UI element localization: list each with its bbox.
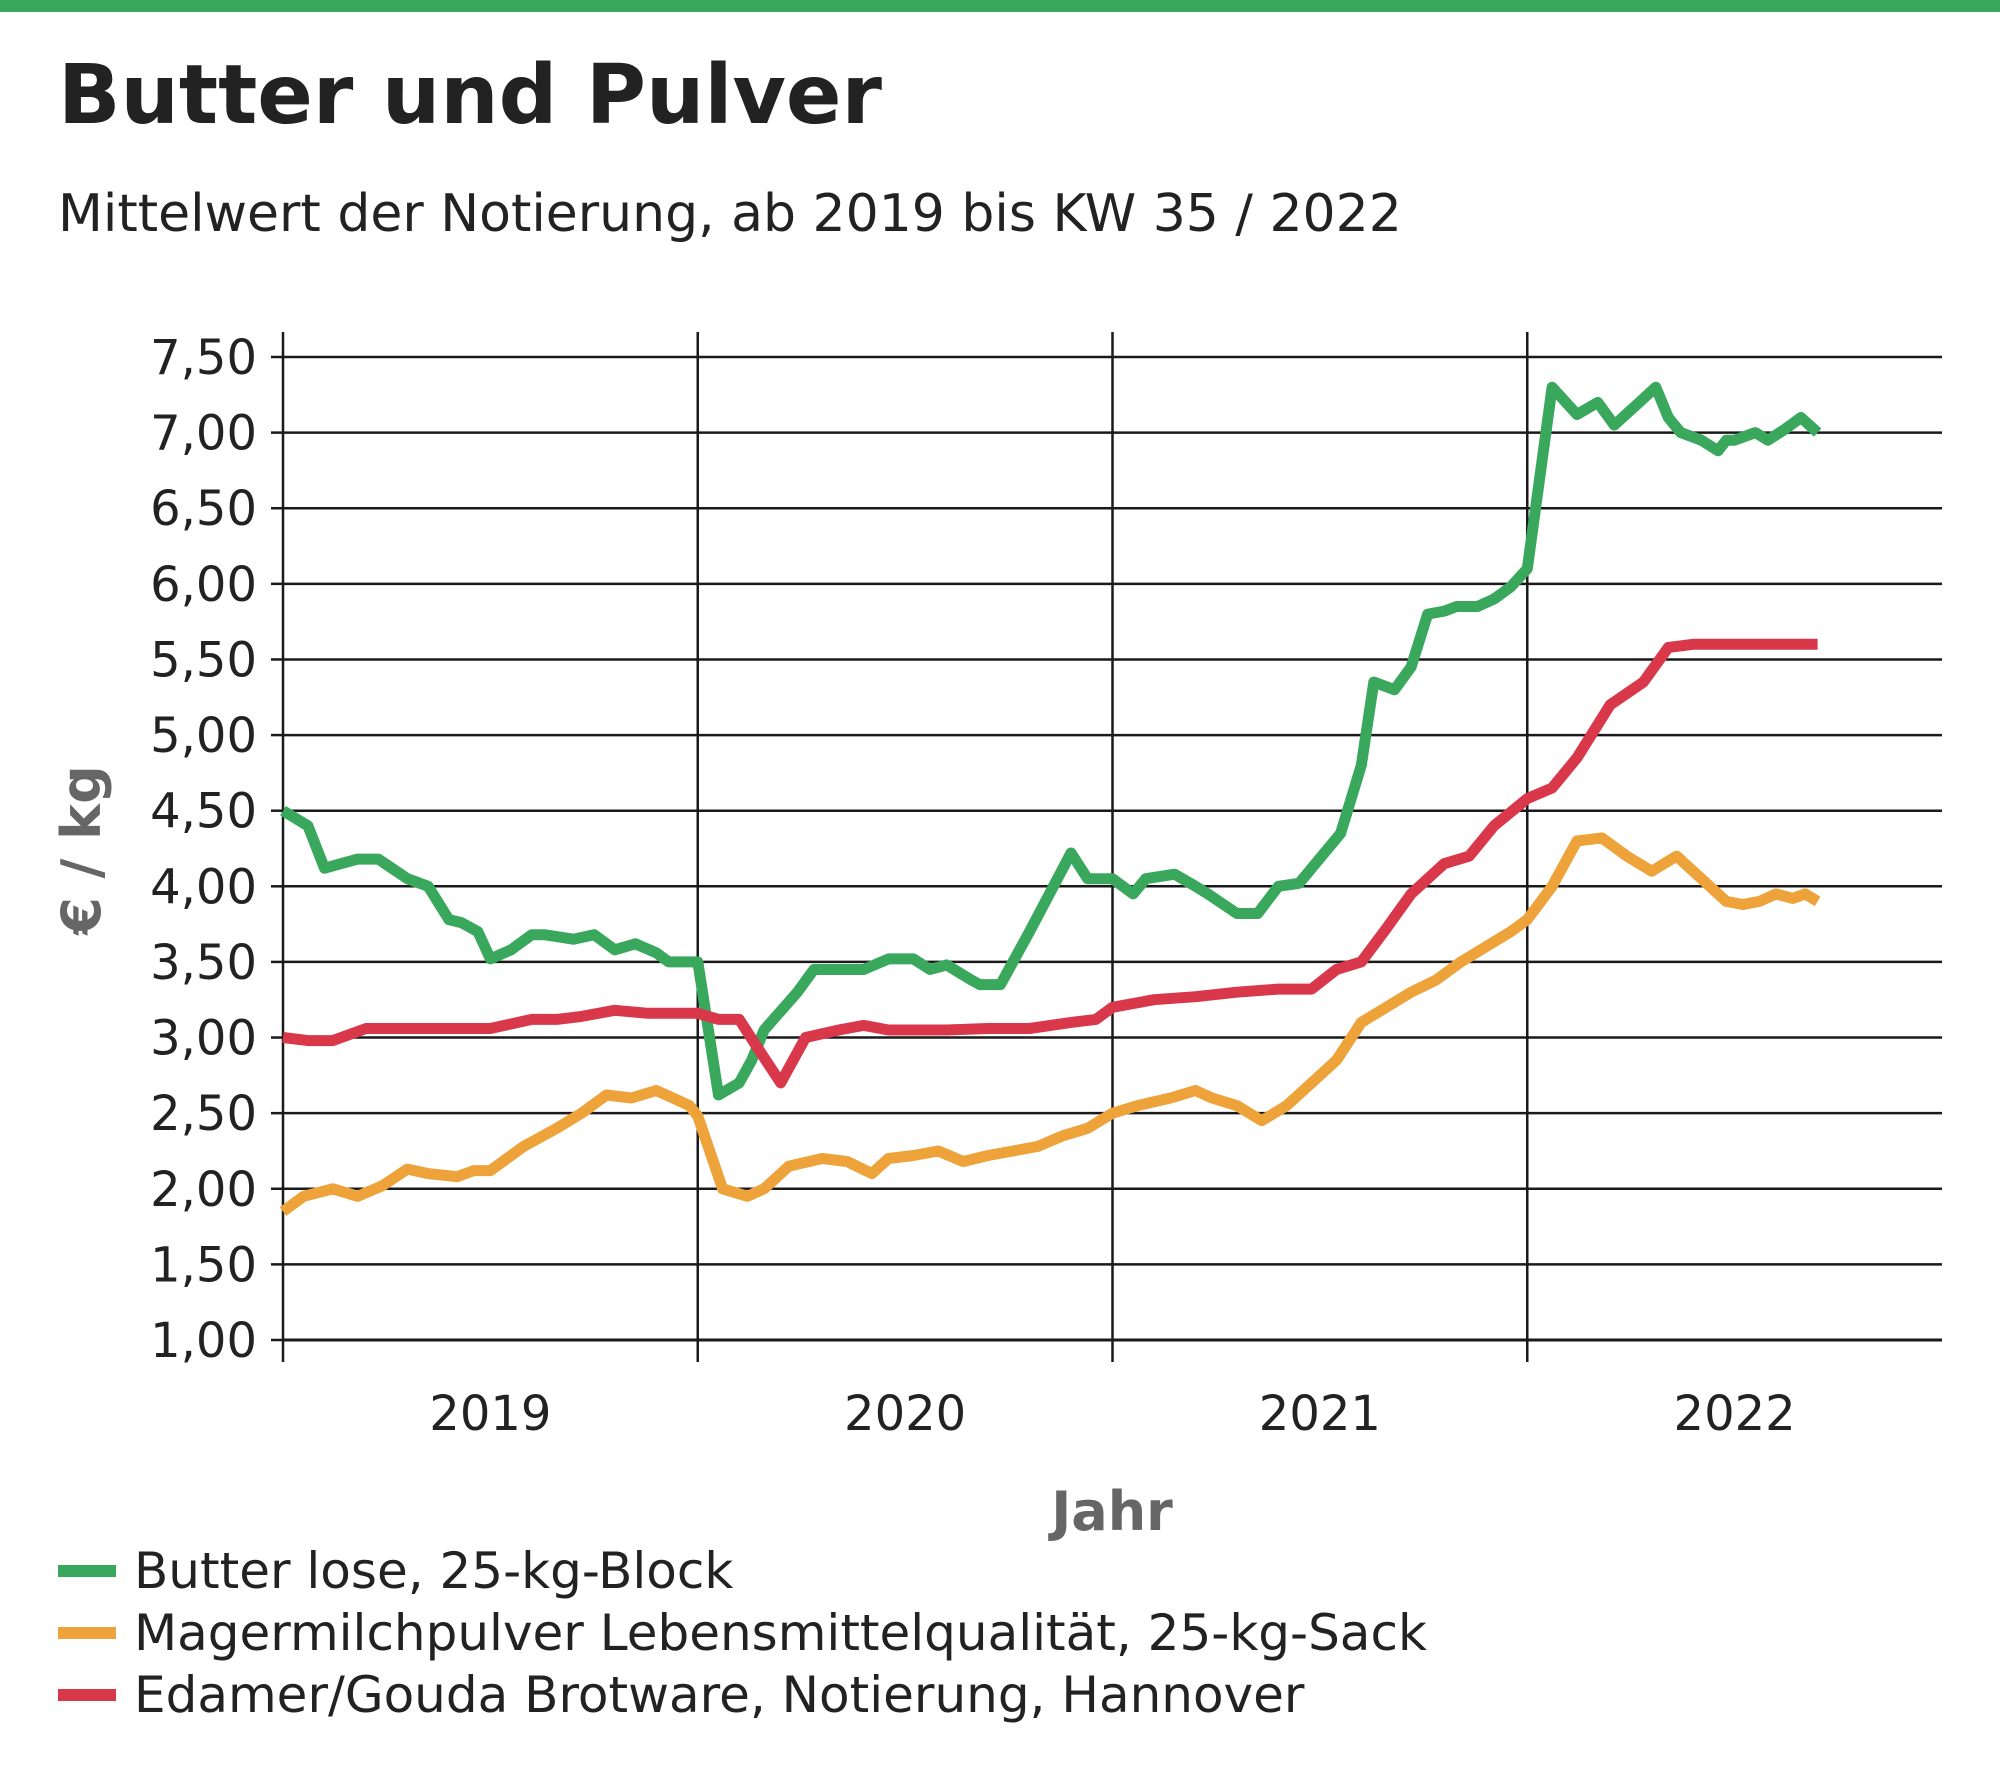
x-tick-label: 2020 (844, 1386, 966, 1442)
legend-item-edamer-gouda: Edamer/Gouda Brotware, Notierung, Hannov… (58, 1664, 1427, 1726)
legend-label-edamer-gouda: Edamer/Gouda Brotware, Notierung, Hannov… (134, 1666, 1305, 1724)
series-line-butter (280, 381, 1822, 1101)
y-tick-label: 1,50 (150, 1237, 257, 1293)
y-axis-title: € / kg (50, 765, 113, 936)
y-tick-label: 4,50 (150, 784, 257, 840)
y-tick-label: 5,50 (150, 632, 257, 688)
y-tick-label: 6,00 (150, 557, 257, 613)
legend: Butter lose, 25-kg-Block Magermilchpulve… (58, 1540, 1427, 1726)
x-tick-label: 2019 (429, 1386, 551, 1442)
x-axis-title: Jahr (1047, 1480, 1173, 1543)
y-tick-label: 3,00 (150, 1011, 257, 1067)
legend-label-magermilchpulver: Magermilchpulver Lebensmittelqualität, 2… (134, 1604, 1427, 1662)
chart-subtitle: Mittelwert der Notierung, ab 2019 bis KW… (58, 184, 1402, 244)
y-tick-label: 7,00 (150, 406, 257, 462)
series-line-magermilchpulver (279, 832, 1821, 1216)
legend-item-butter: Butter lose, 25-kg-Block (58, 1540, 1427, 1602)
y-tick-label: 4,00 (150, 859, 257, 915)
axes: 1,00 1,50 2,00 2,50 3,00 3,50 4,00 4,50 5,00 5,50… (50, 330, 1942, 1543)
y-tick-label: 6,50 (150, 481, 257, 537)
y-tick-label: 1,00 (150, 1313, 257, 1369)
legend-swatch-edamer-gouda (58, 1689, 116, 1701)
y-tick-label: 2,00 (150, 1162, 257, 1218)
legend-item-magermilchpulver: Magermilchpulver Lebensmittelqualität, 2… (58, 1602, 1427, 1664)
y-tick-label: 5,00 (150, 708, 257, 764)
legend-label-butter: Butter lose, 25-kg-Block (134, 1542, 734, 1600)
y-tick-label: 7,50 (150, 330, 257, 386)
y-tick-label: 2,50 (150, 1086, 257, 1142)
chart-title: Butter und Pulver (58, 48, 882, 143)
top-accent-bar (0, 0, 2000, 12)
x-tick-label: 2021 (1259, 1386, 1381, 1442)
y-tick-label: 3,50 (150, 935, 257, 991)
legend-swatch-butter (58, 1565, 116, 1577)
x-tick-label: 2022 (1674, 1386, 1796, 1442)
grid (281, 332, 1942, 1362)
series-line-edamer-gouda (282, 638, 1818, 1089)
series-lines (279, 381, 1822, 1216)
legend-swatch-magermilchpulver (58, 1627, 116, 1639)
